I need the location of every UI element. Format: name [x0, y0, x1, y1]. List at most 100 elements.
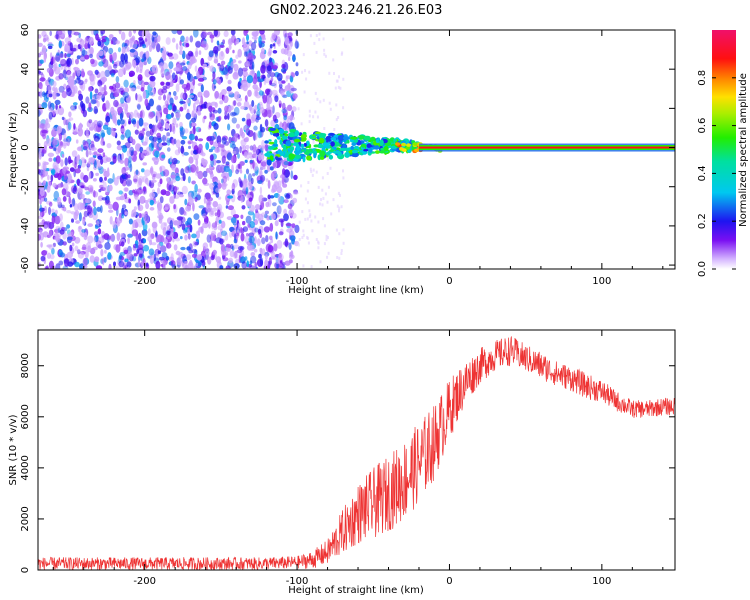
signal-cell [329, 133, 335, 136]
noise-cell [73, 185, 77, 192]
noise-cell [102, 234, 109, 239]
noise-cell [107, 65, 113, 71]
noise-cell [48, 244, 55, 250]
y-tick-label: 4000 [20, 455, 31, 480]
noise-cell [51, 138, 58, 147]
noise-cell [259, 257, 263, 267]
noise-cell [160, 81, 165, 86]
noise-cell [134, 194, 139, 201]
noise-cell [166, 51, 170, 56]
noise-cell [322, 196, 325, 200]
noise-cell [327, 185, 330, 189]
noise-cell [90, 30, 95, 35]
noise-cell [59, 252, 65, 258]
noise-cell [169, 231, 175, 238]
noise-cell [42, 180, 47, 186]
noise-cell [316, 115, 319, 119]
noise-cell [269, 166, 274, 171]
noise-cell [325, 238, 328, 242]
noise-cell [67, 121, 72, 131]
noise-cell [166, 177, 170, 183]
noise-cell [270, 119, 276, 127]
spectrogram-plot-area [38, 30, 675, 269]
noise-cell [293, 174, 298, 180]
noise-cell [142, 186, 147, 192]
noise-cell [126, 261, 132, 268]
noise-cell [261, 145, 265, 152]
noise-cell [44, 197, 48, 202]
noise-cell [188, 145, 191, 150]
noise-cell [302, 53, 305, 57]
noise-cell [61, 188, 67, 196]
noise-cell [45, 79, 50, 85]
noise-cell [172, 105, 177, 112]
noise-cell [258, 103, 264, 110]
noise-cell [212, 71, 216, 80]
noise-cell [156, 105, 162, 112]
signal-cell [306, 155, 312, 161]
y-tick-label: -20 [20, 179, 31, 195]
noise-cell [89, 79, 96, 86]
noise-cell [47, 77, 51, 83]
noise-cell [100, 129, 105, 139]
x-tick-label: 100 [592, 576, 611, 587]
noise-cell [82, 244, 87, 250]
noise-cell [225, 246, 229, 254]
noise-cell [128, 120, 131, 125]
noise-cell [195, 230, 200, 239]
noise-cell [300, 122, 303, 126]
noise-cell [262, 166, 266, 170]
noise-cell [280, 68, 287, 73]
noise-cell [125, 179, 132, 187]
noise-cell [180, 246, 186, 251]
noise-cell [332, 198, 335, 202]
noise-cell [63, 133, 67, 141]
noise-cell [239, 181, 243, 188]
noise-cell [336, 256, 339, 259]
noise-cell [240, 214, 244, 219]
noise-cell [114, 88, 121, 95]
noise-cell [115, 244, 121, 253]
noise-cell [202, 213, 207, 219]
noise-cell [42, 37, 47, 43]
noise-cell [306, 236, 309, 240]
noise-cell [59, 141, 64, 148]
noise-cell [248, 235, 255, 244]
noise-cell [340, 249, 343, 252]
noise-cell [135, 244, 139, 249]
noise-cell [257, 213, 264, 223]
noise-cell [83, 174, 89, 183]
noise-cell [50, 174, 54, 182]
noise-cell [104, 199, 111, 206]
noise-cell [164, 100, 169, 106]
noise-cell [45, 138, 52, 146]
noise-cell [298, 220, 301, 224]
noise-cell [311, 229, 314, 233]
signal-cell [285, 140, 292, 147]
snr-x-axis-label: Height of straight line (km) [288, 585, 424, 596]
noise-cell [214, 212, 218, 217]
noise-cell [58, 105, 62, 109]
noise-cell [112, 220, 117, 229]
noise-cell [119, 195, 125, 201]
noise-cell [48, 260, 54, 269]
noise-cell [63, 206, 67, 212]
noise-cell [98, 165, 102, 169]
noise-cell [38, 162, 41, 167]
noise-cell [289, 194, 293, 199]
noise-cell [322, 217, 325, 221]
noise-cell [69, 244, 73, 252]
noise-cell [195, 158, 199, 166]
noise-cell [216, 40, 220, 46]
noise-cell [211, 82, 216, 92]
noise-cell [72, 102, 78, 106]
signal-cell [345, 151, 350, 158]
signal-cell [283, 145, 287, 152]
noise-cell [89, 90, 93, 100]
noise-cell [243, 75, 247, 82]
noise-cell [66, 53, 71, 58]
noise-cell [250, 252, 256, 257]
noise-cell [128, 155, 132, 164]
noise-cell [249, 244, 255, 251]
noise-cell [265, 88, 271, 95]
